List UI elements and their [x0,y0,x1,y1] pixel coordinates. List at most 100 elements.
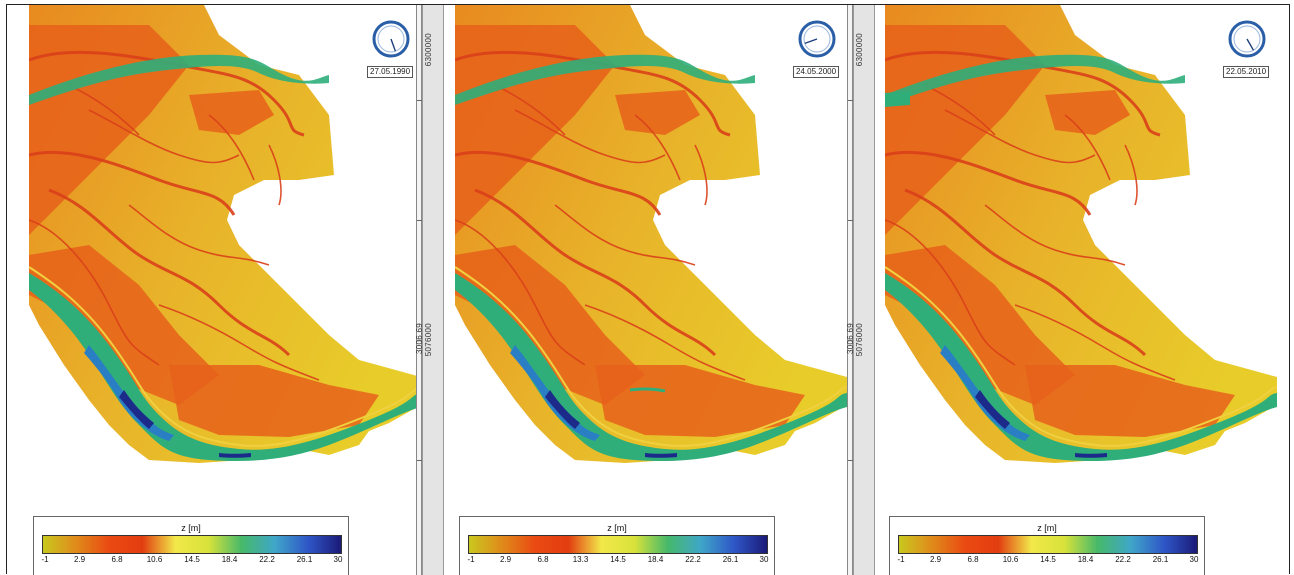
colorbar-tick-label: 30 [333,555,343,564]
elevation-map-2010[interactable] [885,5,1277,475]
colorbar-tick-label: 26.1 [1152,555,1169,564]
colorbar-tick-label: 26.1 [722,555,739,564]
floodplain-region [595,365,805,437]
ruler-tick [848,340,853,341]
channel-line [455,150,662,216]
river-deepest-section [645,453,677,458]
channel-line [885,219,1016,366]
channel-line [158,304,320,381]
colorbar-tick-label: 30 [759,555,769,564]
floodplain-region [189,90,274,135]
elevation-map-2000[interactable] [455,5,847,475]
channel-line [29,50,305,137]
ruler-tick [417,460,422,461]
clock-icon [1228,20,1266,58]
river-deep-section [940,345,1030,441]
channel-line [68,84,140,136]
channel-line [629,387,666,393]
river-bank [885,266,1277,447]
channel-line [584,304,746,381]
colorbar-tick-label: 26.1 [296,555,313,564]
colorbar-tick-label: 10.6 [1002,555,1019,564]
colorbar-legend: z [m] -1 2.9 6.8 10.6 14.5 18.4 22.2 26.1 30 [889,516,1205,575]
colorbar [898,535,1198,554]
colorbar-tick-label: 10.6 [146,555,163,564]
ruler-left [416,5,422,575]
river-deepest-section [545,390,580,429]
upper-river [455,54,755,105]
channel-line [48,188,291,357]
channel-line [494,84,566,136]
elevation-map-1990[interactable] [29,5,421,475]
ruler-tick [417,100,422,101]
colorbar-tick-label: 2.9 [73,555,86,564]
river-deep-section [84,345,174,441]
ruler-tick [417,220,422,221]
date-label: 24.05.2000 [793,66,840,78]
colorbar-tick-label: 6.8 [111,555,123,564]
colorbar-tick-label: 18.4 [221,555,238,564]
floodplain-region [29,25,189,235]
legend-title: z [m] [181,523,201,533]
ruler-tick [848,220,853,221]
channel-line [694,144,708,206]
channel-line [944,109,1096,164]
colorbar-legend: z [m] -1 2.9 6.8 13.3 14.5 18.4 22.2 26.1 30 [459,516,775,575]
channel-line [554,204,696,266]
colorbar-tick-label: 18.4 [647,555,664,564]
river-deepest-section [1075,453,1107,458]
upper-river [885,54,1185,105]
upper-river [885,91,910,107]
colorbar-tick-label: 2.9 [929,555,942,564]
legend-title: z [m] [1037,523,1057,533]
colorbar-tick-label: 18.4 [1077,555,1094,564]
channel-line [885,150,1092,216]
colorbar-tick-label: 2.9 [499,555,512,564]
colorbar-tick-label: 14.5 [184,555,200,564]
channel-line [455,219,586,366]
river-bank [29,266,421,447]
channel-line [268,144,282,206]
clock-icon [372,20,410,58]
channel-line [1064,114,1111,181]
ruler-label: 5076000 [424,323,433,357]
floodplain-region [885,25,1045,235]
colorbar-tick-label: 22.2 [259,555,275,564]
colorbar-tick-label: 14.5 [1040,555,1056,564]
colorbar-ticks: -1 2.9 6.8 10.6 14.5 18.4 22.2 26.1 30 [897,554,1198,568]
colorbar-tick-label: 22.2 [685,555,701,564]
channel-line [455,50,731,137]
channel-line [984,204,1126,266]
coordinate-ruler-2[interactable]: 6300000 5076000 3006.69 [846,5,875,575]
colorbar-tick-label: 13.3 [572,555,589,564]
channel-line [29,219,160,366]
channel-line [885,50,1161,137]
floodplain-region [615,90,700,135]
ruler-left [847,5,853,575]
date-label: 22.05.2010 [1223,66,1270,78]
colorbar-ticks: -1 2.9 6.8 10.6 14.5 18.4 22.2 26.1 30 [41,554,343,568]
channel-line [634,114,681,181]
floodplain-region [455,25,615,235]
colorbar-tick-label: -1 [41,555,49,564]
map-panel-2010[interactable]: 22.05.2010 z [m] -1 2.9 6.8 10.6 14.5 18.4 22.… [885,5,1277,575]
legend-title: z [m] [607,523,627,533]
colorbar-ticks: -1 2.9 6.8 13.3 14.5 18.4 22.2 26.1 30 [467,554,769,568]
colorbar-tick-label: -1 [897,555,905,564]
clock-icon [798,20,836,58]
map-panel-1990[interactable]: 27.05.1990 z [m] -1 2.9 6.8 10.6 14.5 18.4 22.… [29,5,421,575]
colorbar-tick-label: 6.8 [967,555,979,564]
ruler-tick [848,100,853,101]
map-comparison-window: 27.05.1990 z [m] -1 2.9 6.8 10.6 14.5 18.4 22.… [6,4,1290,575]
channel-line [29,150,236,216]
floodplain-region [1045,90,1130,135]
channel-line [208,114,255,181]
channel-line [88,109,240,164]
ruler-tick [848,460,853,461]
coordinate-ruler-1[interactable]: 6300000 5076000 3006.69 [415,5,444,575]
map-panel-2000[interactable]: 24.05.2000 z [m] -1 2.9 6.8 13.3 14.5 18.4 22.… [455,5,847,575]
channel-line [474,188,717,357]
upper-river [29,54,329,105]
main-river [455,273,847,462]
ruler-label: 6300000 [424,33,433,67]
